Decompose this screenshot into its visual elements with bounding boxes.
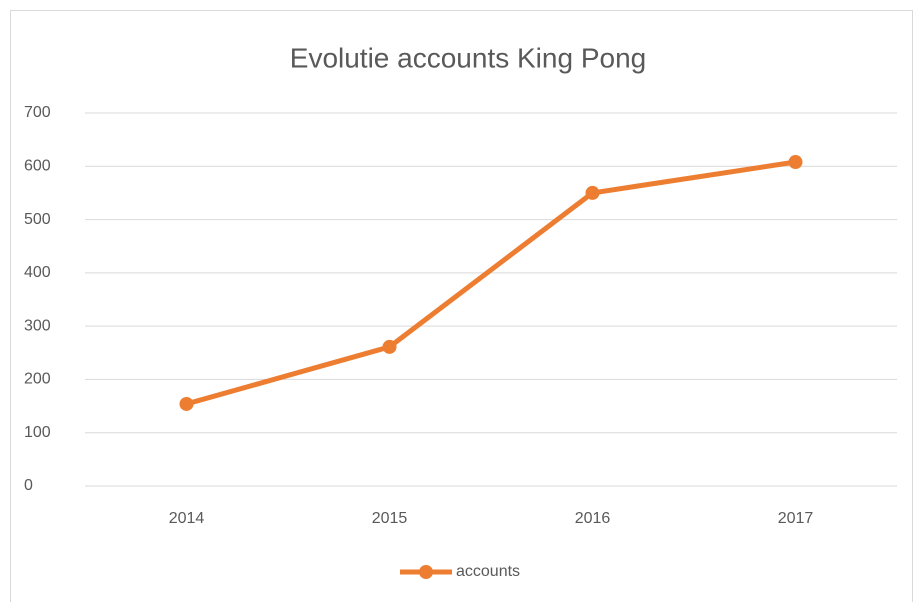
- y-tick-label: 200: [24, 371, 51, 388]
- x-tick-label: 2017: [778, 510, 814, 527]
- y-tick-label: 500: [24, 211, 51, 228]
- x-tick-label: 2014: [169, 510, 205, 527]
- y-tick-label: 300: [24, 317, 51, 334]
- x-tick-label: 2016: [575, 510, 611, 527]
- legend-marker: [419, 565, 433, 579]
- series-line: [185, 159, 796, 407]
- y-tick-label: 100: [24, 424, 51, 441]
- y-tick-label: 700: [24, 104, 51, 121]
- data-point: [382, 339, 397, 354]
- chart-border: [10, 10, 913, 602]
- legend-label: accounts: [456, 563, 520, 580]
- y-tick-label: 400: [24, 264, 51, 281]
- data-point: [585, 185, 600, 200]
- x-tick-label: 2015: [372, 510, 408, 527]
- y-tick-label: 0: [24, 477, 33, 494]
- data-point: [788, 155, 803, 170]
- chart-title: Evolutie accounts King Pong: [290, 42, 646, 73]
- data-point: [179, 396, 194, 411]
- y-tick-label: 600: [24, 158, 51, 175]
